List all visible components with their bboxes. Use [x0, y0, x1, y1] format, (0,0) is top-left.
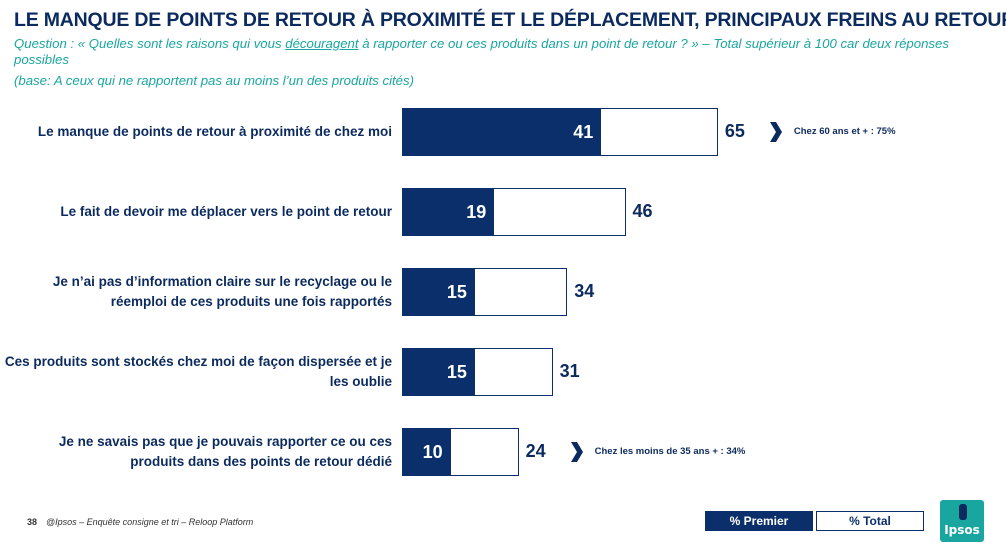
question-underlined: découragent [285, 36, 359, 51]
category-label: Je n’ai pas d’information claire sur le … [52, 274, 392, 309]
annotation-note: Chez les moins de 35 ans + : 34% [594, 446, 746, 457]
total-value-label: 34 [574, 281, 595, 301]
total-value-label: 46 [632, 201, 653, 221]
category-label: Je ne savais pas que je pouvais rapporte… [58, 434, 392, 469]
total-value-label: 31 [559, 361, 580, 381]
category-label: Ces produits sont stockés chez moi de fa… [4, 354, 392, 389]
legend-premier: % Premier [705, 511, 813, 531]
chevron-right-icon [769, 122, 782, 142]
question-prefix: Question : « Quelles sont les raisons qu… [14, 36, 286, 51]
question-suffix: à rapporter ce ou ces produits dans un p… [14, 36, 949, 67]
total-value-label: 24 [525, 441, 546, 461]
page-number: 38 [27, 517, 38, 527]
question-text: Question : « Quelles sont les raisons qu… [14, 36, 974, 68]
legend-total: % Total [816, 511, 924, 531]
total-value-label: 65 [724, 121, 745, 141]
page-title: LE MANQUE DE POINTS DE RETOUR À PROXIMIT… [14, 9, 1006, 31]
annotation-note: Chez 60 ans et + : 75% [793, 126, 896, 137]
logo-text: Ipsos [944, 523, 980, 537]
bar-premier: 15 [402, 348, 475, 396]
logo-mark-icon [959, 504, 967, 520]
premier-value-label: 15 [446, 361, 467, 382]
bar-premier: 41 [402, 108, 602, 156]
bar-premier: 19 [402, 188, 495, 236]
category-label: Le manque de points de retour à proximit… [37, 124, 392, 139]
premier-value-label: 41 [573, 121, 594, 142]
chevron-right-icon [570, 442, 583, 462]
ipsos-logo: Ipsos [940, 500, 984, 542]
bar-premier: 15 [402, 268, 475, 316]
bar-premier: 10 [402, 428, 451, 476]
base-text: (base: A ceux qui ne rapportent pas au m… [14, 73, 414, 88]
category-label: Le fait de devoir me déplacer vers le po… [60, 204, 392, 219]
premier-value-label: 10 [422, 441, 443, 462]
premier-value-label: 15 [446, 281, 467, 302]
premier-value-label: 19 [466, 201, 487, 222]
footer-source: @Ipsos – Enquête consigne et tri – Reloo… [46, 517, 254, 527]
